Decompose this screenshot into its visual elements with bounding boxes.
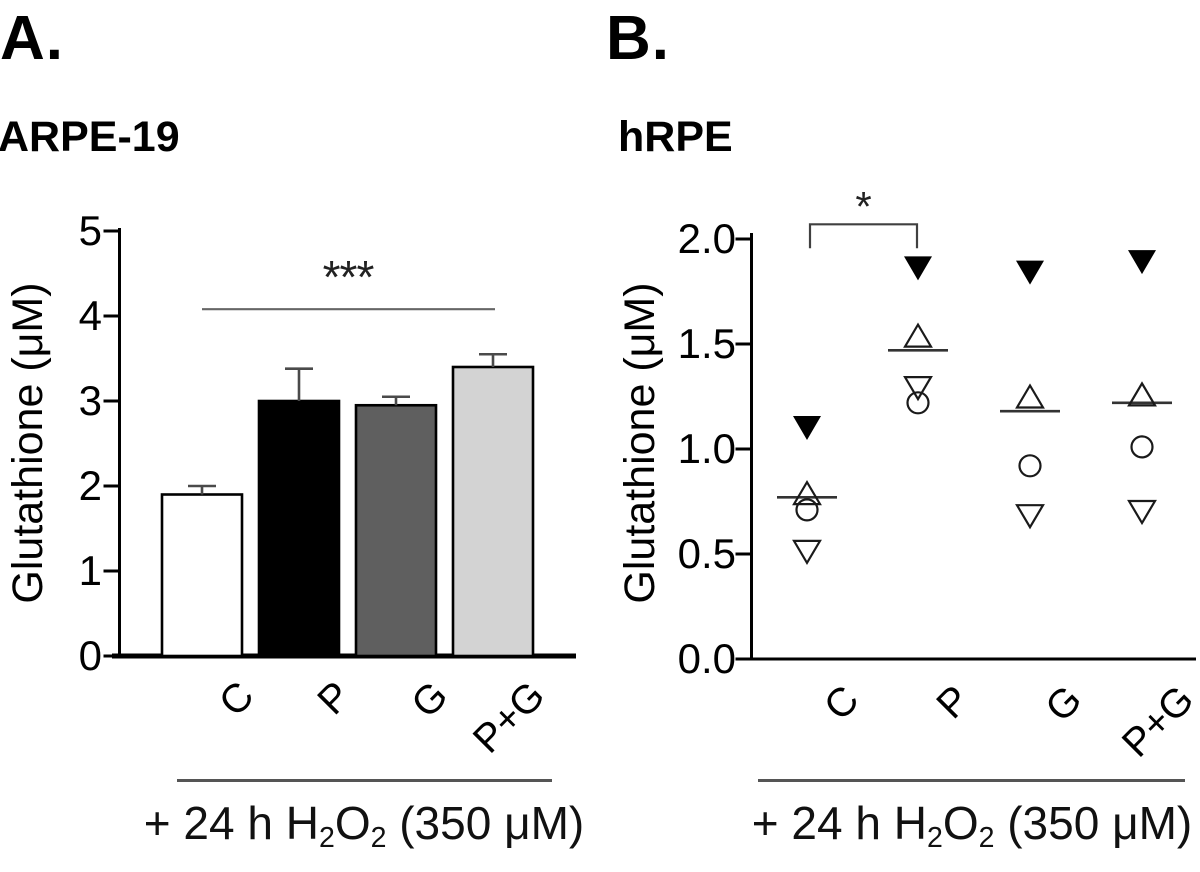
panel-a-title: ARPE-19: [0, 113, 180, 161]
x-axis-note-subscript: 2: [370, 821, 387, 854]
bar-P: [257, 399, 341, 658]
panel-b-significance-star: *: [855, 183, 871, 230]
panel-b-x-axis-note: + 24 h H2O2 (350 μM): [712, 797, 1200, 864]
x-axis-note-segment: (350 μM): [386, 797, 585, 849]
x-axis-note-subscript: 2: [978, 821, 995, 854]
panel-b-y-tick-label: 0.5: [677, 530, 736, 577]
panel-a-y-tick-label: 4: [78, 292, 102, 339]
marker-circle-open: [1018, 454, 1042, 478]
marker-triangle-down-open: [903, 376, 933, 402]
marker-triangle-down-open: [1015, 504, 1045, 530]
panel-b-y-tick-label: 1.0: [677, 425, 736, 472]
panel-a-y-tick-label: 0: [78, 632, 102, 679]
panel-a-x-axis-note: + 24 h H2O2 (350 μM): [104, 797, 624, 864]
panel-b-letter: B.: [606, 4, 670, 73]
panel-a-y-tick-label: 1: [78, 547, 102, 594]
marker-triangle-up-open: [792, 479, 822, 506]
marker-triangle-down-filled: [793, 416, 821, 440]
marker-triangle-up-open: [1015, 383, 1045, 409]
x-axis-note-subscript: 2: [926, 821, 943, 854]
x-axis-note-segment: O: [334, 797, 371, 849]
x-axis-note-segment: (350 μM): [994, 797, 1193, 849]
marker-triangle-down-filled: [1016, 260, 1044, 285]
x-axis-note-subscript: 2: [318, 821, 335, 854]
marker-circle-open: [795, 498, 819, 522]
marker-triangle-up-open: [1127, 381, 1157, 407]
marker-circle-open: [1130, 435, 1154, 459]
panel-b-y-tick-label: 2.0: [677, 215, 736, 262]
x-axis-note-segment: + 24 h H: [751, 797, 927, 849]
x-axis-note-segment: + 24 h H: [143, 797, 319, 849]
marker-circle-open: [906, 391, 930, 415]
marker-triangle-down-filled: [904, 256, 932, 281]
marker-triangle-up-open: [903, 322, 933, 348]
panel-a-y-tick-label: 2: [78, 462, 102, 509]
panel-a-y-tick-label: 3: [78, 377, 102, 424]
marker-triangle-down-filled: [1128, 250, 1156, 275]
panel-b-y-tick-label: 1.5: [677, 320, 736, 367]
panel-b-title: hRPE: [618, 113, 733, 161]
panel-b-y-tick-label: 0.0: [677, 635, 736, 682]
panel-a-treatment-underline: [177, 779, 552, 782]
panel-a-significance-stars: ***: [322, 251, 375, 303]
x-axis-note-segment: O: [942, 797, 979, 849]
marker-triangle-down-open: [792, 539, 822, 566]
bar-G: [354, 403, 438, 658]
significance-bracket: [808, 223, 919, 249]
panel-a-y-tick-label: 5: [78, 207, 102, 254]
panel-b-treatment-underline: [758, 779, 1185, 782]
panel-a-letter: A.: [0, 4, 64, 73]
bar-C: [160, 493, 244, 658]
bar-P+G: [451, 365, 535, 658]
marker-triangle-down-open: [1127, 499, 1157, 526]
